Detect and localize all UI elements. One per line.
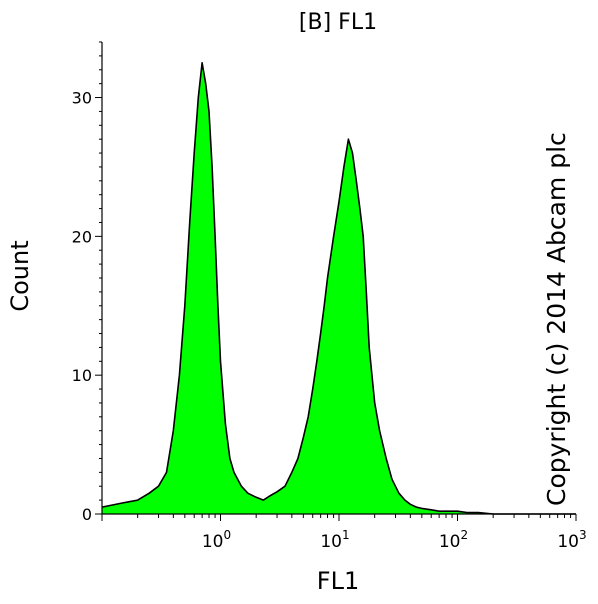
x-tick-label: 102: [439, 528, 468, 552]
chart-title: [B] FL1: [299, 10, 377, 35]
histogram-fill: [102, 62, 576, 515]
x-tick-label: 100: [202, 528, 231, 552]
x-axis-label: FL1: [317, 567, 359, 595]
y-tick-label: 20: [72, 227, 92, 246]
x-tick-label: 103: [557, 528, 586, 552]
plot-area: [101, 62, 576, 515]
y-tick-label: 30: [72, 89, 92, 108]
y-axis-label: Count: [6, 240, 34, 311]
copyright-annotation: Copyright (c) 2014 Abcam plc: [542, 132, 571, 506]
x-tick-label: 101: [320, 528, 349, 552]
y-tick-label: 10: [72, 366, 92, 385]
y-tick-label: 0: [82, 505, 92, 524]
axes: 0 10 20 30 100 101 102 103: [72, 41, 587, 552]
histogram-outline: [101, 62, 576, 515]
